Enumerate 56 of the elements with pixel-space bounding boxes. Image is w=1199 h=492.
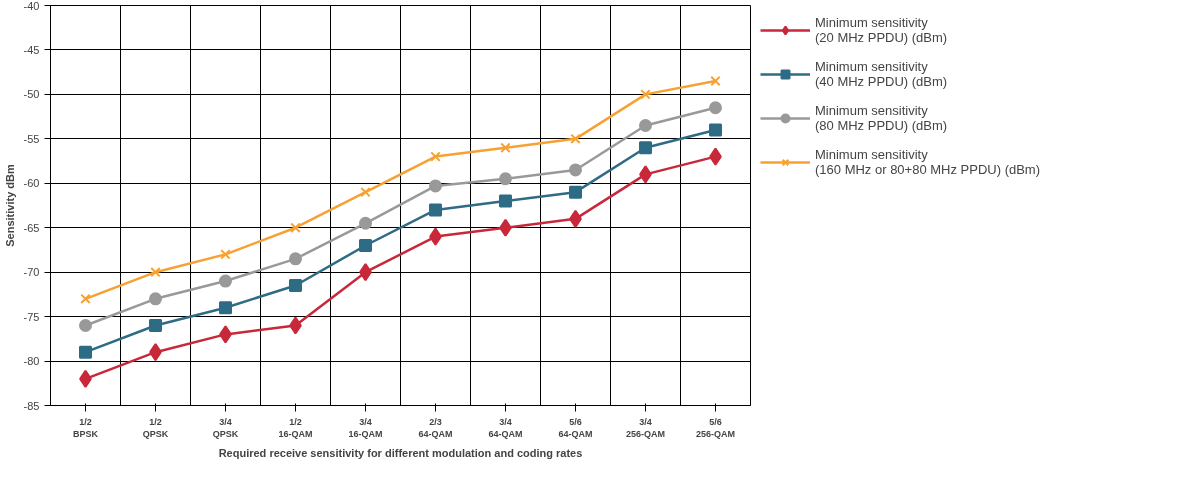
- y-axis-title: Sensitivity dBm: [3, 164, 16, 247]
- point: [639, 119, 652, 132]
- x-tick-label: 1/2 QPSK: [142, 416, 169, 439]
- x-tick-label: 3/4 16-QAM: [348, 416, 383, 439]
- x-axis-title: Required receive sensitivity for different modulation and coding rates: [218, 446, 583, 459]
- point: [499, 172, 512, 186]
- legend-label: Minimum sensitivity (20 MHz PPDU) (dBm): [815, 15, 948, 45]
- point: [709, 123, 722, 137]
- point: [289, 279, 302, 292]
- point: [289, 252, 302, 266]
- point: [569, 163, 582, 177]
- point: [499, 194, 512, 208]
- point: [569, 185, 582, 199]
- y-tick-label: -45: [23, 43, 40, 56]
- point: [150, 266, 161, 278]
- point: [570, 133, 581, 145]
- point: [500, 142, 511, 153]
- point: [710, 75, 721, 87]
- point: [149, 292, 162, 306]
- point: [149, 319, 162, 332]
- point: [290, 222, 301, 233]
- y-tick-label: -55: [23, 132, 40, 145]
- y-tick-label: -65: [23, 221, 40, 234]
- x-tick-label: 3/4 QPSK: [212, 416, 239, 439]
- y-tick-label: -40: [23, 0, 40, 12]
- x-tick-label: 1/2 BPSK: [73, 416, 99, 439]
- x-tick-label: 5/6 64-QAM: [558, 416, 593, 439]
- point: [360, 186, 371, 198]
- y-tick-label: -70: [23, 266, 40, 279]
- x-tick-label: 3/4 64-QAM: [488, 416, 523, 439]
- y-tick-label: -80: [23, 355, 40, 368]
- point: [429, 203, 442, 217]
- y-tick-label: -50: [23, 88, 40, 101]
- x-tick-label: 5/6 256-QAM: [695, 416, 736, 439]
- point: [219, 301, 232, 315]
- point: [79, 319, 92, 332]
- point: [709, 101, 722, 115]
- y-tick-label: -85: [23, 399, 40, 412]
- point: [359, 216, 372, 230]
- point: [640, 89, 651, 100]
- legend-label: Minimum sensitivity (80 MHz PPDU) (dBm): [815, 103, 948, 133]
- point: [430, 151, 441, 162]
- point: [219, 274, 232, 288]
- x-tick-label: 1/2 16-QAM: [278, 416, 313, 439]
- y-tick-label: -75: [23, 310, 40, 323]
- x-tick-label: 3/4 256-QAM: [625, 416, 666, 439]
- y-tick-label: -60: [23, 177, 40, 190]
- point: [79, 345, 92, 359]
- x-tick-label: 2/3 64-QAM: [418, 416, 453, 439]
- point: [359, 239, 372, 252]
- point: [639, 141, 652, 155]
- point: [80, 293, 91, 305]
- point: [220, 249, 231, 260]
- legend-label: Minimum sensitivity (40 MHz PPDU) (dBm): [815, 59, 948, 89]
- point: [429, 179, 442, 193]
- legend-label: Minimum sensitivity (160 MHz or 80+80 MHz PPDU) (dBm): [815, 147, 1041, 177]
